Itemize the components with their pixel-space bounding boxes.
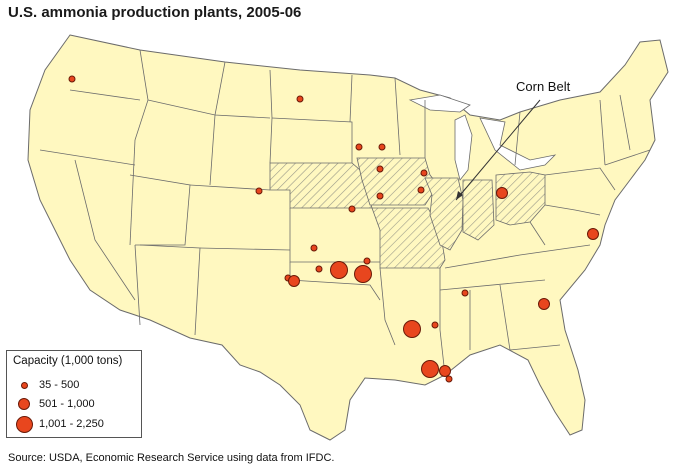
corn-belt-ohio — [495, 171, 546, 226]
plant-marker — [420, 169, 428, 177]
plant-marker — [439, 365, 451, 377]
plant-marker — [363, 257, 371, 265]
plant-marker — [431, 321, 439, 329]
plant-marker — [330, 261, 348, 279]
legend-row-medium: 501 - 1,000 — [13, 395, 95, 413]
corn-belt-iowa — [356, 157, 439, 206]
legend: Capacity (1,000 tons) 35 - 500 501 - 1,0… — [6, 350, 142, 438]
plant-marker — [296, 95, 304, 103]
plant-marker — [376, 165, 384, 173]
legend-label-medium: 501 - 1,000 — [39, 398, 95, 410]
corn-belt-illinois — [424, 177, 464, 251]
legend-label-large: 1,001 - 2,250 — [39, 418, 104, 430]
plant-marker — [288, 275, 300, 287]
plant-marker — [348, 205, 356, 213]
legend-symbol-large — [13, 415, 35, 433]
corn-belt-arrow — [455, 99, 541, 201]
corn-belt-arrowhead — [456, 191, 463, 200]
plant-marker — [310, 244, 318, 252]
plant-marker — [417, 186, 425, 194]
plant-marker — [315, 265, 323, 273]
plant-marker — [68, 75, 76, 83]
source-note: Source: USDA, Economic Research Service … — [8, 452, 335, 464]
legend-row-large: 1,001 - 2,250 — [13, 415, 104, 433]
plant-marker — [378, 143, 386, 151]
corn-belt-indiana — [462, 179, 495, 241]
legend-row-small: 35 - 500 — [13, 376, 79, 394]
lake-superior — [408, 94, 471, 113]
lake-huron-erie — [479, 117, 557, 171]
plant-marker — [354, 265, 372, 283]
plant-marker — [538, 298, 550, 310]
map-title: U.S. ammonia production plants, 2005-06 — [8, 4, 302, 21]
plant-marker — [461, 289, 469, 297]
plant-marker — [445, 375, 453, 383]
plant-marker — [403, 320, 421, 338]
plant-marker — [421, 360, 439, 378]
corn-belt-label: Corn Belt — [516, 79, 571, 94]
legend-label-small: 35 - 500 — [39, 379, 80, 391]
plant-marker — [496, 187, 508, 199]
lake-michigan — [454, 114, 473, 181]
legend-title: Capacity (1,000 tons) — [13, 355, 123, 367]
plant-marker — [355, 143, 363, 151]
plant-marker — [255, 187, 263, 195]
plant-marker — [587, 228, 599, 240]
state-boundaries — [39, 49, 651, 376]
plant-marker — [376, 192, 384, 200]
legend-symbol-medium — [13, 398, 35, 410]
legend-symbol-small — [13, 381, 35, 389]
corn-belt-nebraska — [269, 162, 373, 209]
plant-markers — [68, 75, 599, 383]
